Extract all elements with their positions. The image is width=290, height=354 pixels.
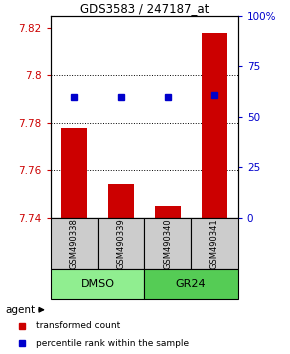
Bar: [51, 269, 144, 299]
Text: transformed count: transformed count: [36, 321, 120, 330]
Bar: [144, 269, 238, 299]
Bar: [61, 127, 87, 218]
Bar: [202, 33, 227, 218]
Text: GR24: GR24: [176, 279, 206, 289]
Text: GSM490340: GSM490340: [163, 218, 172, 269]
Bar: [191, 218, 238, 269]
Bar: [108, 184, 134, 218]
Text: percentile rank within the sample: percentile rank within the sample: [36, 339, 189, 348]
Bar: [51, 218, 97, 269]
Text: DMSO: DMSO: [81, 279, 115, 289]
Text: GSM490341: GSM490341: [210, 218, 219, 269]
Text: agent: agent: [6, 305, 36, 315]
Text: GSM490339: GSM490339: [116, 218, 125, 269]
Text: GSM490338: GSM490338: [70, 218, 79, 269]
Bar: [144, 218, 191, 269]
Title: GDS3583 / 247187_at: GDS3583 / 247187_at: [79, 2, 209, 15]
Bar: [155, 206, 180, 218]
Bar: [97, 218, 144, 269]
